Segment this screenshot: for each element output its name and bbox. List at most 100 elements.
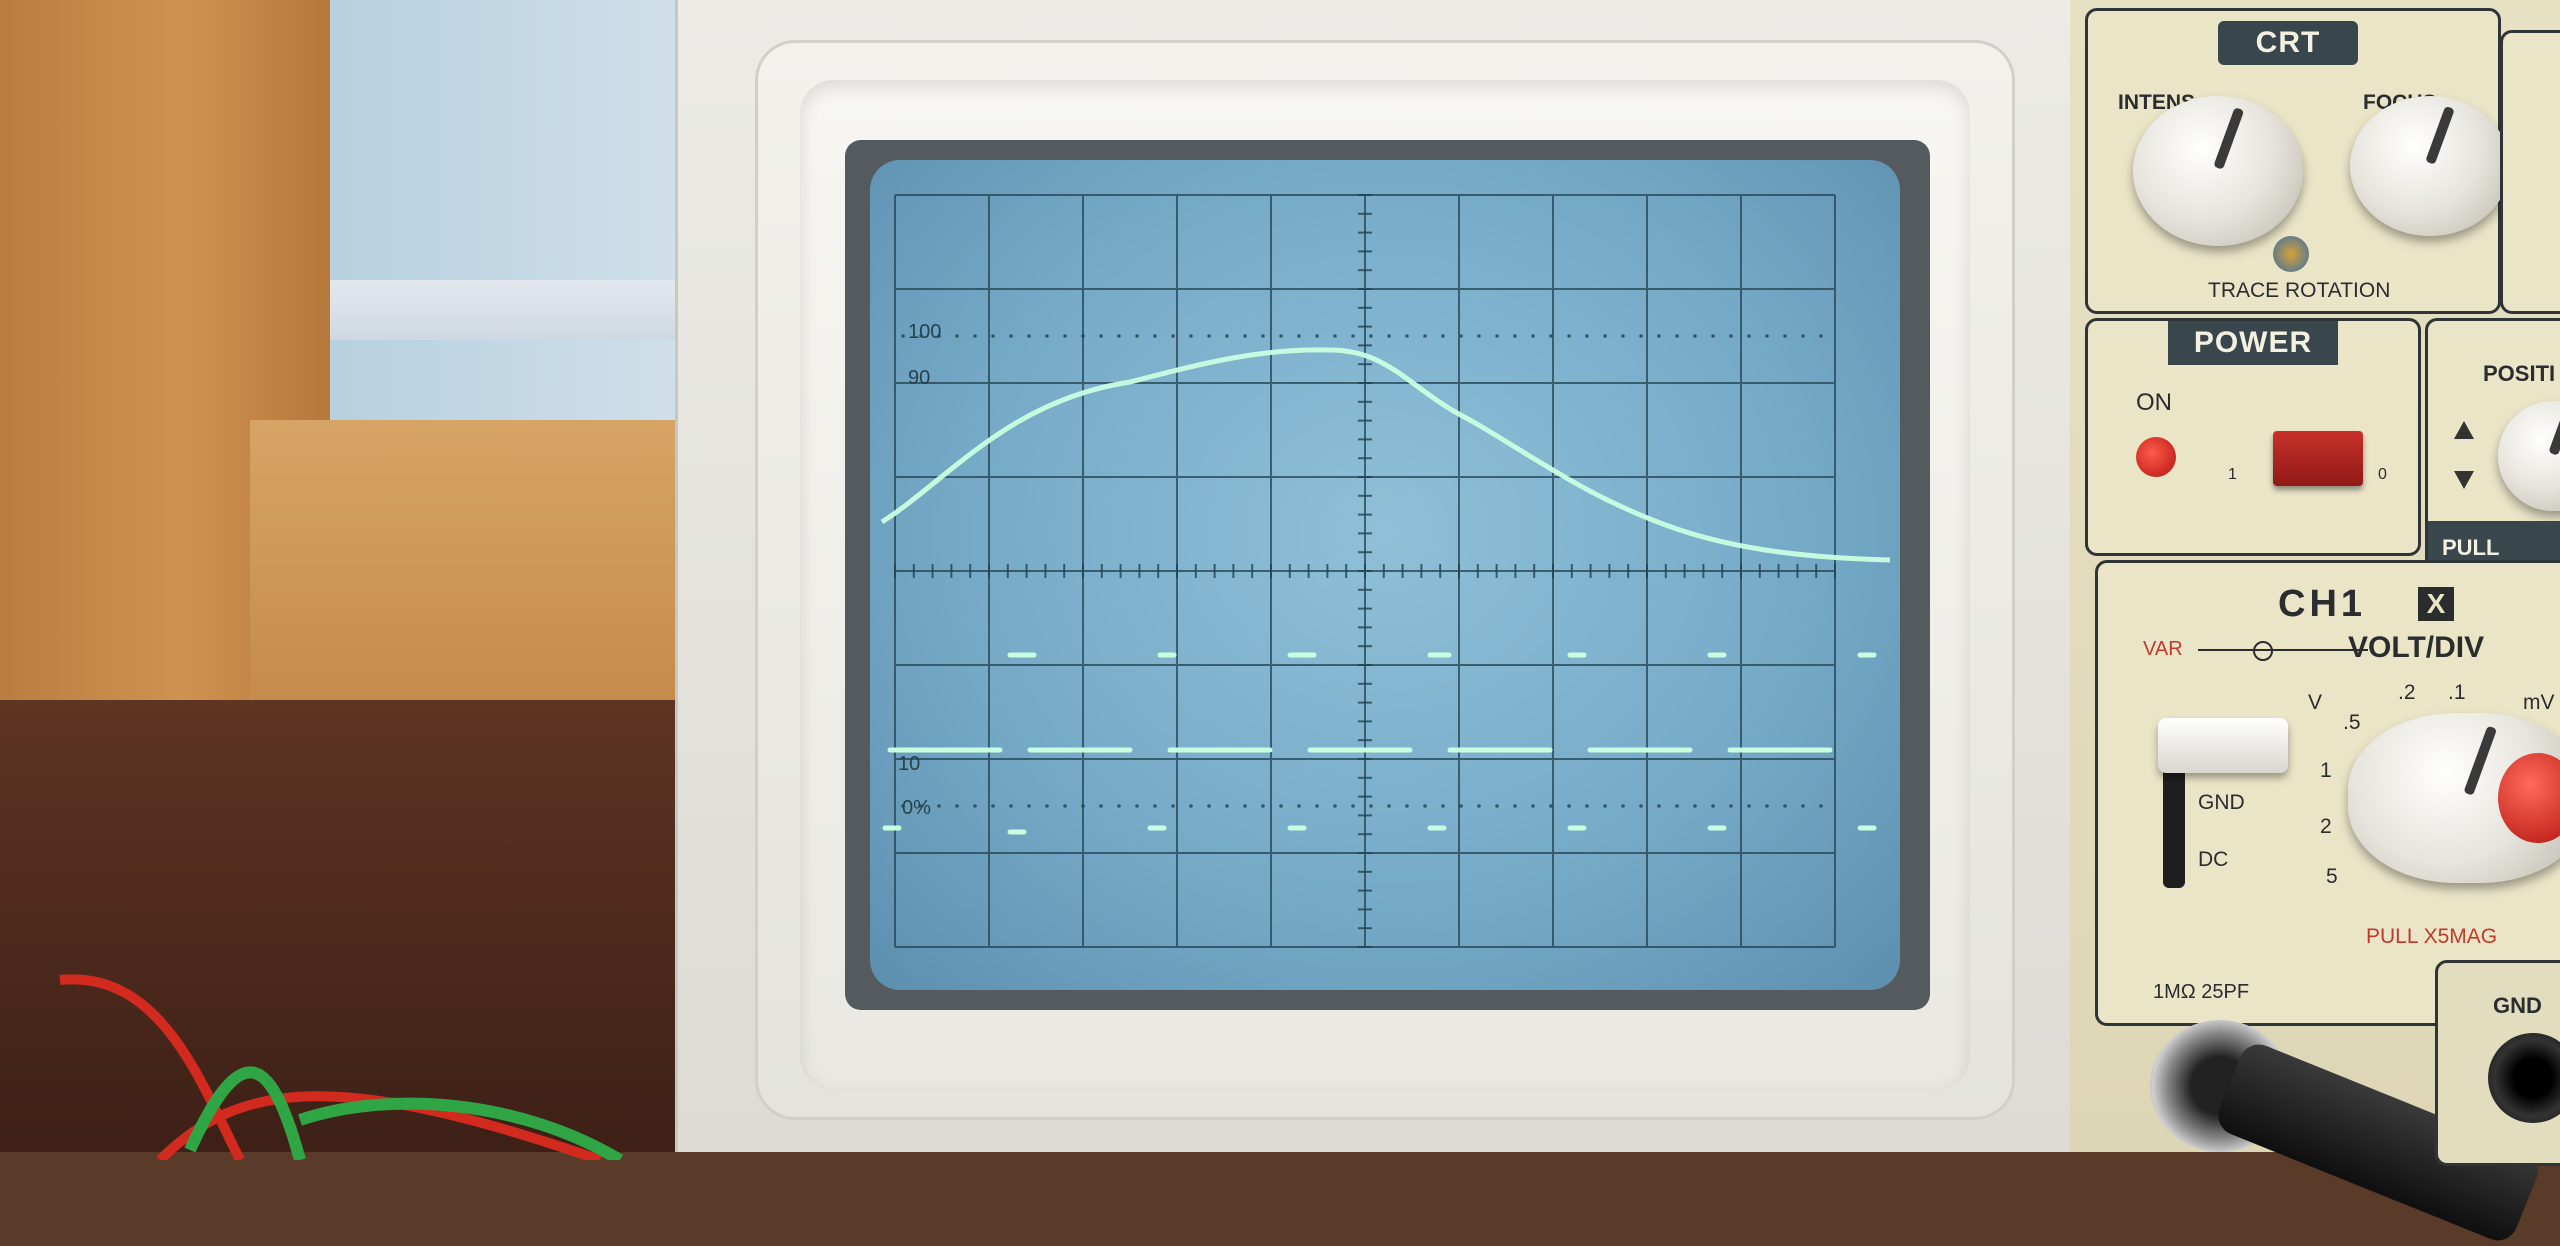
power-pos-1-label: 1 (2228, 466, 2237, 483)
grid-dot (1153, 334, 1157, 338)
crt-controls-section: CRT INTENS FOCUS TRACE ROTATION (2085, 8, 2510, 314)
desk-surface (0, 700, 700, 1152)
scale-value: .1 (2448, 681, 2466, 704)
grid-dot (1261, 804, 1265, 808)
down-arrow-icon (2454, 471, 2474, 489)
grid-dot (1099, 334, 1103, 338)
grid-dot (1693, 804, 1697, 808)
position-section: POSITI PULL (2425, 318, 2560, 579)
grid-dot (1819, 334, 1823, 338)
grid-dot (1351, 334, 1355, 338)
grid-dot (1153, 804, 1157, 808)
test-leads (59, 974, 624, 1160)
scale-value: 5 (2326, 865, 2338, 888)
grid-dot (1369, 804, 1373, 808)
grid-dot (1531, 804, 1535, 808)
grid-dot (1207, 804, 1211, 808)
grid-dot (1297, 334, 1301, 338)
grid-dot (1009, 334, 1013, 338)
grid-dot (1747, 804, 1751, 808)
trace-rotation-screw-icon[interactable] (2273, 236, 2309, 272)
grid-dot (1333, 804, 1337, 808)
grid-dot (1801, 804, 1805, 808)
grid-dot (1765, 804, 1769, 808)
grid-dot (937, 334, 941, 338)
grid-dot (919, 804, 923, 808)
grid-dot (1351, 804, 1355, 808)
grid-dot (901, 804, 905, 808)
grid-dot (1207, 334, 1211, 338)
grid-dot (1621, 804, 1625, 808)
intensity-knob[interactable] (2133, 96, 2303, 246)
var-knob[interactable] (2498, 753, 2560, 843)
scale-value: 2 (2320, 815, 2332, 838)
grid-dot (1711, 334, 1715, 338)
grid-dot (1189, 804, 1193, 808)
grid-dot (1585, 334, 1589, 338)
grid-dot (1279, 334, 1283, 338)
power-on-label: ON (2136, 389, 2172, 416)
grid-dot (1711, 804, 1715, 808)
grid-dot (919, 334, 923, 338)
grid-dot (1315, 804, 1319, 808)
grid-dot (1585, 804, 1589, 808)
grid-dot (1603, 804, 1607, 808)
grid-dot (1117, 334, 1121, 338)
grid-dot (1459, 804, 1463, 808)
grid-dot (955, 804, 959, 808)
grid-dot (1243, 804, 1247, 808)
window-sill (280, 280, 700, 340)
gnd-jack[interactable] (2488, 1033, 2560, 1123)
grid-dot (1387, 334, 1391, 338)
pull-x5mag-label: PULL X5MAG (2366, 925, 2498, 948)
dc-label: DC (2198, 848, 2229, 871)
up-arrow-icon (2454, 421, 2474, 439)
grid-dot (1495, 804, 1499, 808)
grid-dot (1765, 334, 1769, 338)
grid-dot (1243, 334, 1247, 338)
coupling-switch[interactable] (2158, 718, 2288, 773)
grid-dot (1117, 804, 1121, 808)
grid-dot (1639, 334, 1643, 338)
grid-dot (1315, 334, 1319, 338)
waveform-curve (880, 347, 1891, 563)
scale-value: .5 (2343, 711, 2361, 734)
power-switch[interactable] (2273, 431, 2363, 486)
grid-dot (1225, 804, 1229, 808)
grid-dot (1567, 804, 1571, 808)
grid-dot (1009, 804, 1013, 808)
var-label: VAR (2143, 638, 2183, 660)
grid-dot (1081, 804, 1085, 808)
input-spec-label: 1MΩ 25PF (2153, 981, 2250, 1003)
gnd-terminal-label: GND (2493, 993, 2542, 1018)
label-10: 10 (898, 753, 920, 775)
position-knob[interactable] (2498, 401, 2560, 511)
power-section: POWER ON 1 0 (2085, 318, 2421, 556)
grid-dot (1405, 334, 1409, 338)
grid-dot (1441, 334, 1445, 338)
grid-dot (1657, 334, 1661, 338)
grid-dot (1729, 804, 1733, 808)
grid-dot (1423, 804, 1427, 808)
grid-dot (1567, 334, 1571, 338)
label-0-percent: 0% (902, 797, 931, 819)
grid-dot (1369, 334, 1373, 338)
grid-dot (1279, 804, 1283, 808)
grid-dot (1135, 334, 1139, 338)
grid-dot (1621, 334, 1625, 338)
grid-dot (1045, 804, 1049, 808)
grid-dot (1387, 804, 1391, 808)
volt-div-label: VOLT/DIV (2348, 631, 2485, 664)
grid-dot (1045, 334, 1049, 338)
grid-dot (1747, 334, 1751, 338)
var-indicator-icon (2253, 641, 2273, 661)
grid-dot (1171, 334, 1175, 338)
grid-dot (1549, 804, 1553, 808)
grid-dot (991, 334, 995, 338)
x-badge: X (2418, 587, 2454, 621)
crt-screen: 100 90 10 0% (870, 160, 1900, 990)
grid-dot (1513, 334, 1517, 338)
focus-knob[interactable] (2350, 96, 2510, 236)
graticule-ticks (894, 194, 1836, 948)
grid-dot (1675, 804, 1679, 808)
